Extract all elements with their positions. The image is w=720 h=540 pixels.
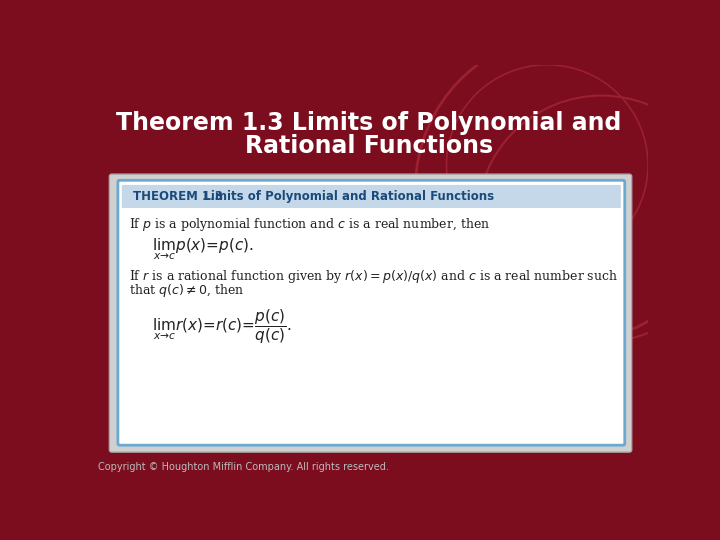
FancyBboxPatch shape: [109, 174, 631, 452]
Text: Theorem 1.3 Limits of Polynomial and: Theorem 1.3 Limits of Polynomial and: [117, 111, 621, 134]
FancyBboxPatch shape: [118, 180, 625, 445]
Text: that $q(c) \neq 0$, then: that $q(c) \neq 0$, then: [129, 282, 244, 299]
Text: If $r$ is a rational function given by $r(x) = p(x)/q(x)$ and $c$ is a real numb: If $r$ is a rational function given by $…: [129, 268, 618, 285]
Text: Rational Functions: Rational Functions: [245, 134, 493, 158]
Text: THEOREM 1.3: THEOREM 1.3: [132, 190, 222, 203]
Text: Copyright © Houghton Mifflin Company. All rights reserved.: Copyright © Houghton Mifflin Company. Al…: [98, 462, 389, 472]
FancyBboxPatch shape: [122, 185, 621, 208]
Text: $\lim_{x \to c} p(x) = p(c).$: $\lim_{x \to c} p(x) = p(c).$: [152, 237, 254, 262]
Text: If $p$ is a polynomial function and $c$ is a real number, then: If $p$ is a polynomial function and $c$ …: [129, 215, 490, 233]
Text: $\lim_{x \to c} r(x) = r(c) = \dfrac{p(c)}{q(c)}.$: $\lim_{x \to c} r(x) = r(c) = \dfrac{p(c…: [152, 307, 292, 346]
Text: Limits of Polynomial and Rational Functions: Limits of Polynomial and Rational Functi…: [191, 190, 494, 203]
